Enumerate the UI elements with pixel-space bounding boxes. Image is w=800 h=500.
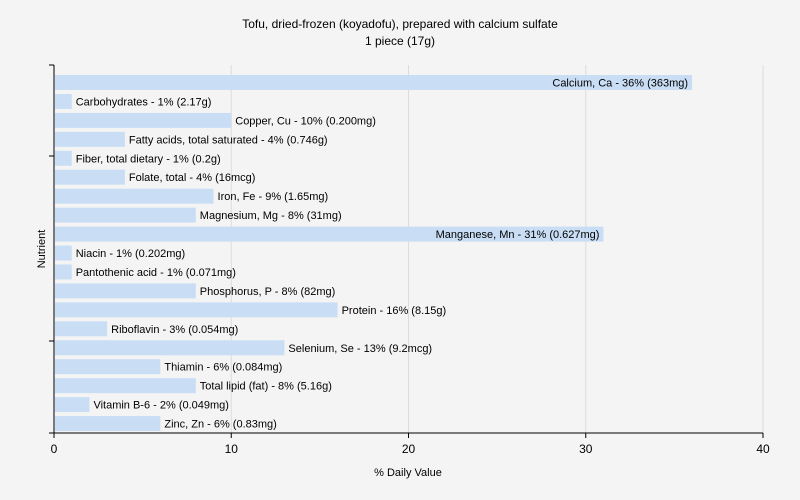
- bar-label-1: Carbohydrates - 1% (2.17g): [76, 96, 212, 108]
- bar-label-6: Iron, Fe - 9% (1.65mg): [218, 191, 329, 203]
- bar-6: [55, 188, 214, 204]
- bar-14: [55, 340, 285, 356]
- x-tick-label-10: 10: [225, 442, 239, 456]
- bar-label-17: Vitamin B-6 - 2% (0.049mg): [93, 400, 229, 412]
- bar-label-13: Riboflavin - 3% (0.054mg): [111, 324, 238, 336]
- x-tick-label-30: 30: [579, 442, 593, 456]
- bar-label-15: Thiamin - 6% (0.084mg): [164, 362, 282, 374]
- x-tick-label-0: 0: [51, 442, 58, 456]
- bar-9: [55, 245, 72, 261]
- x-axis-label: % Daily Value: [374, 467, 442, 479]
- x-tick-label-40: 40: [756, 442, 770, 456]
- bar-12: [55, 302, 338, 318]
- bar-17: [55, 397, 90, 413]
- chart-title: Tofu, dried-frozen (koyadofu), prepared …: [242, 17, 558, 31]
- bar-0: [55, 75, 693, 90]
- bar-label-0: Calcium, Ca - 36% (363mg): [552, 78, 688, 90]
- bar-1: [55, 93, 72, 109]
- x-tick-labels: 0 10 20 30 40: [51, 442, 770, 456]
- bar-label-4: Fiber, total dietary - 1% (0.2g): [76, 153, 221, 165]
- bar-15: [55, 359, 161, 375]
- bar-label-2: Copper, Cu - 10% (0.200mg): [235, 115, 376, 127]
- bar-13: [55, 321, 108, 337]
- bar-16: [55, 378, 196, 394]
- bar-label-5: Folate, total - 4% (16mcg): [129, 172, 256, 184]
- x-tick-label-20: 20: [402, 442, 416, 456]
- bar-label-8: Manganese, Mn - 31% (0.627mg): [436, 229, 600, 241]
- bar-label-11: Phosphorus, P - 8% (82mg): [200, 286, 336, 298]
- bars: Calcium, Ca - 36% (363mg) Carbohydrates -…: [55, 75, 693, 432]
- bar-label-3: Fatty acids, total saturated - 4% (0.746…: [129, 134, 328, 146]
- bar-10: [55, 264, 72, 280]
- bar-label-10: Pantothenic acid - 1% (0.071mg): [76, 267, 236, 279]
- bar-7: [55, 207, 196, 223]
- bar-18: [55, 416, 161, 432]
- bar-11: [55, 283, 196, 299]
- bar-label-18: Zinc, Zn - 6% (0.83mg): [164, 419, 276, 431]
- bar-label-12: Protein - 16% (8.15g): [342, 305, 447, 317]
- bar-5: [55, 169, 125, 185]
- bar-label-7: Magnesium, Mg - 8% (31mg): [200, 210, 342, 222]
- y-axis-label: Nutrient: [36, 230, 48, 269]
- bar-2: [55, 112, 232, 128]
- chart-subtitle: 1 piece (17g): [365, 34, 435, 48]
- axes: [49, 64, 764, 438]
- bar-8: [55, 226, 604, 242]
- gridlines: [230, 65, 764, 433]
- bar-3: [55, 131, 125, 147]
- bar-label-14: Selenium, Se - 13% (9.2mcg): [288, 343, 432, 355]
- bar-label-16: Total lipid (fat) - 8% (5.16g): [200, 381, 332, 393]
- bar-4: [55, 150, 72, 166]
- bar-label-9: Niacin - 1% (0.202mg): [76, 248, 185, 260]
